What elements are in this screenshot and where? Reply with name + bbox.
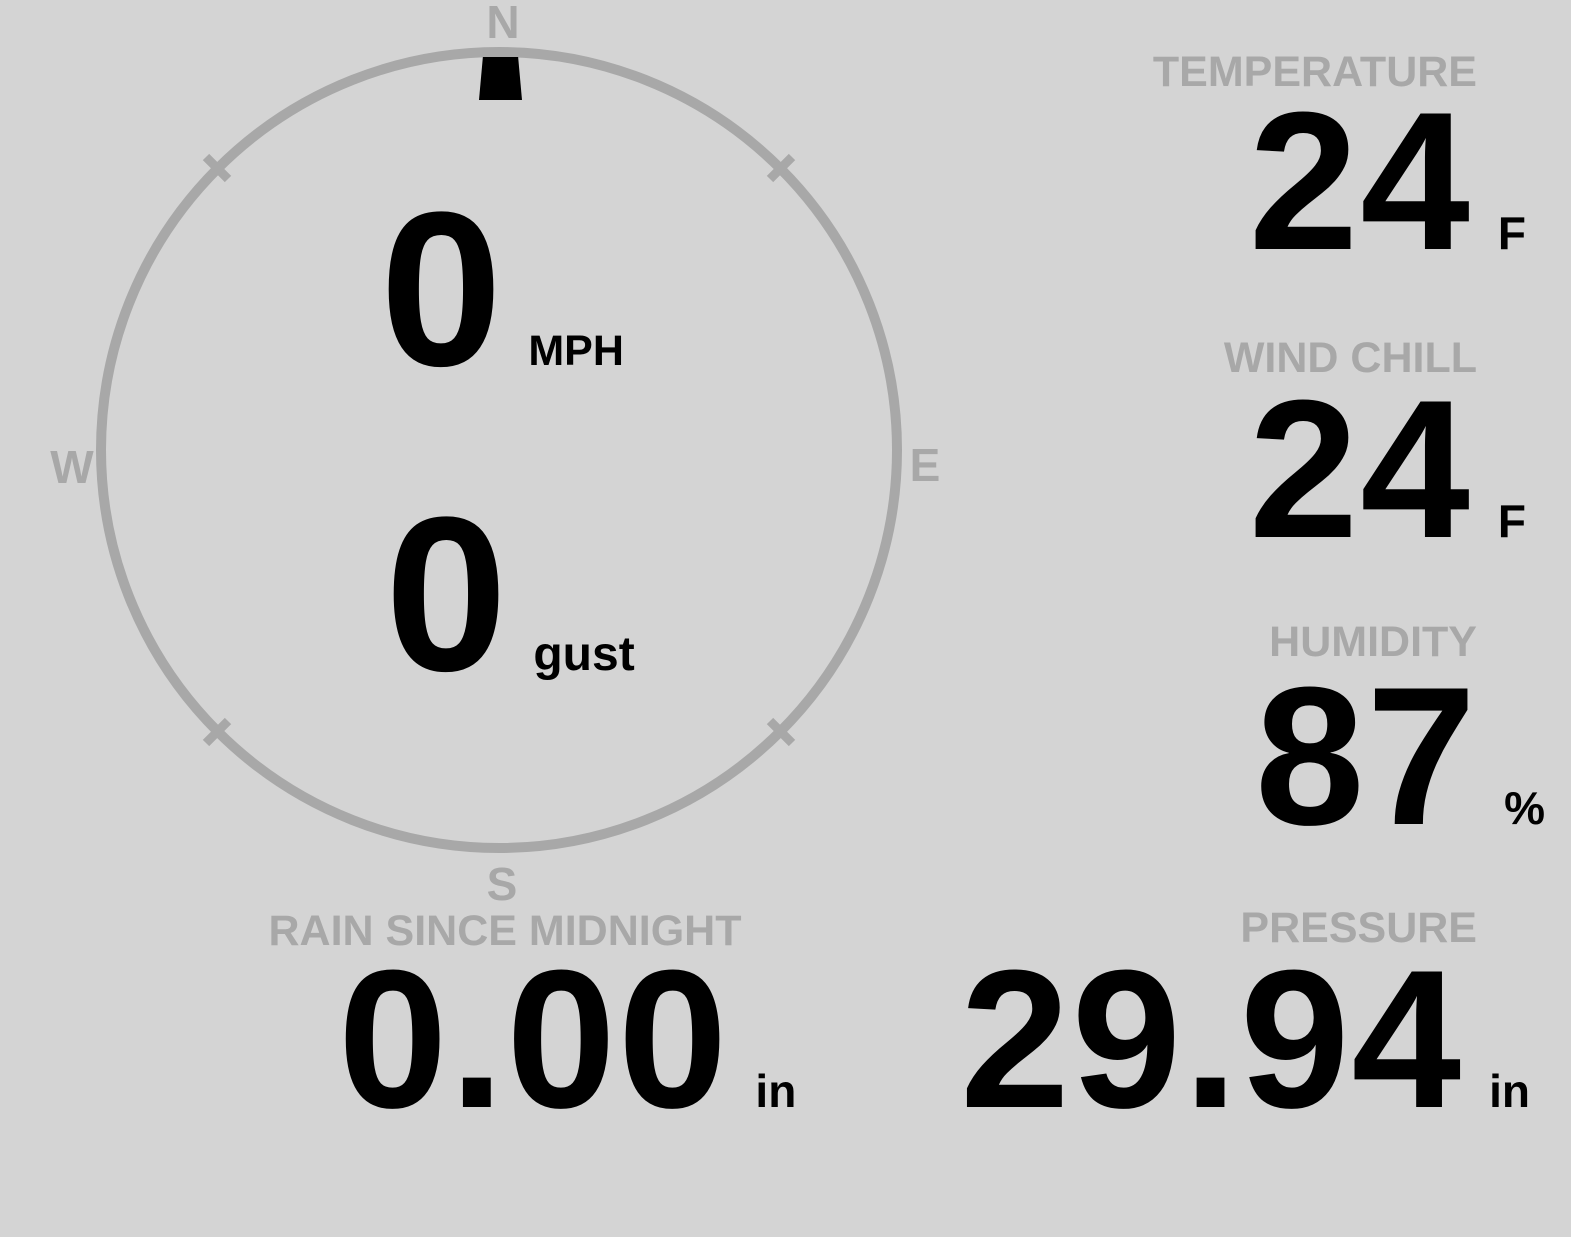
wind-chill-row: 24 F — [1249, 371, 1526, 568]
wind-chill-value: 24 — [1248, 359, 1472, 579]
compass-tick-se — [766, 717, 796, 747]
temperature-unit: F — [1497, 207, 1526, 259]
compass-tick-sw — [202, 717, 232, 747]
pressure-value: 29.94 — [960, 929, 1464, 1149]
temperature-label: TEMPERATURE — [1152, 48, 1477, 96]
humidity-value: 87 — [1254, 646, 1479, 866]
wind-speed-unit: MPH — [528, 327, 624, 375]
pressure-label: PRESSURE — [1240, 904, 1477, 952]
temperature-value: 24 — [1248, 71, 1472, 291]
wind-gust-unit: gust — [533, 628, 635, 681]
humidity-unit: % — [1504, 782, 1545, 834]
temperature-row: 24 F — [1249, 83, 1526, 280]
rain-since-midnight-label: RAIN SINCE MIDNIGHT — [268, 907, 742, 955]
wind-speed-value: 0 — [380, 166, 503, 412]
cardinal-s: S — [486, 858, 518, 910]
rain-since-midnight-unit: in — [755, 1065, 797, 1117]
cardinal-w: W — [50, 441, 94, 493]
wind-chill-label: WIND CHILL — [1223, 334, 1477, 382]
wind-speed-row: 0 MPH — [380, 179, 624, 399]
compass-ring — [96, 47, 902, 853]
wind-chill-unit: F — [1497, 495, 1526, 547]
compass-tick-ne — [766, 153, 796, 183]
cardinal-e: E — [909, 439, 941, 491]
humidity-row: 87 % — [1255, 658, 1545, 855]
cardinal-n: N — [486, 0, 520, 48]
wind-gust-value: 0 — [385, 471, 508, 717]
pressure-unit: in — [1489, 1065, 1530, 1117]
wind-direction-marker — [479, 57, 522, 100]
pressure-row: 29.94 in — [960, 941, 1530, 1138]
compass-tick-nw — [202, 153, 232, 183]
humidity-label: HUMIDITY — [1269, 618, 1477, 666]
rain-since-midnight-row: 0.00 in — [338, 941, 796, 1138]
wind-gust-row: 0 gust — [385, 484, 635, 704]
rain-since-midnight-value: 0.00 — [338, 929, 730, 1149]
